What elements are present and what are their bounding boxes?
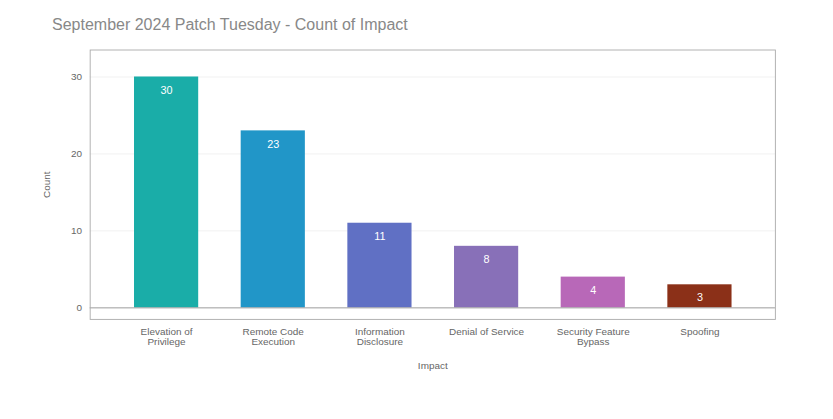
- svg-text:Elevation ofPrivilege: Elevation ofPrivilege: [141, 326, 193, 347]
- svg-text:0: 0: [77, 302, 83, 313]
- svg-text:30: 30: [71, 71, 83, 82]
- svg-text:InformationDisclosure: InformationDisclosure: [355, 326, 405, 347]
- svg-text:8: 8: [484, 253, 490, 265]
- svg-text:Security FeatureBypass: Security FeatureBypass: [557, 326, 630, 347]
- svg-text:Count: Count: [41, 171, 52, 198]
- svg-text:30: 30: [161, 84, 173, 96]
- svg-text:23: 23: [267, 138, 279, 150]
- svg-text:Spoofing: Spoofing: [680, 326, 719, 337]
- svg-text:Remote CodeExecution: Remote CodeExecution: [243, 326, 305, 347]
- svg-text:10: 10: [71, 225, 83, 236]
- svg-text:20: 20: [71, 148, 83, 159]
- svg-text:Denial of Service: Denial of Service: [449, 326, 525, 337]
- svg-text:3: 3: [697, 291, 703, 303]
- svg-text:4: 4: [590, 284, 596, 296]
- svg-text:11: 11: [374, 230, 385, 242]
- html-text:September 2024 Patch Tuesday -: September 2024 Patch Tuesday - Count of …: [52, 16, 408, 33]
- svg-text:Impact: Impact: [418, 360, 448, 371]
